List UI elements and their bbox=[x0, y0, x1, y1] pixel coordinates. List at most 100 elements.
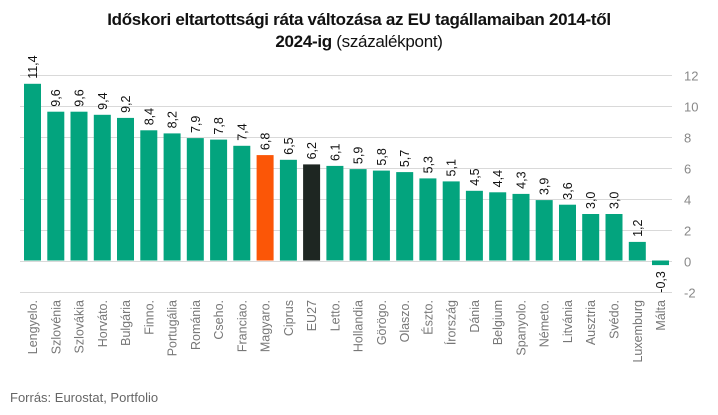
value-label: 3,0 bbox=[584, 192, 598, 209]
chart-title-unit: (százalékpont) bbox=[331, 32, 443, 51]
value-label: 9,6 bbox=[73, 89, 87, 106]
chart-title: Időskori eltartottsági ráta változása az… bbox=[0, 9, 718, 53]
y-tick-label: 8 bbox=[684, 131, 691, 146]
value-label: 3,6 bbox=[561, 182, 575, 199]
value-label: 5,7 bbox=[398, 150, 412, 167]
value-label: 4,3 bbox=[514, 171, 528, 188]
value-label: 5,3 bbox=[421, 156, 435, 173]
bar-portugália bbox=[163, 133, 181, 261]
y-tick-label: 10 bbox=[684, 100, 698, 115]
bar-ausztria bbox=[582, 214, 600, 261]
bar-írország bbox=[442, 181, 460, 261]
bar-görögo bbox=[372, 170, 390, 261]
value-label: 3,0 bbox=[608, 192, 622, 209]
x-tick-label: Horváto. bbox=[96, 300, 110, 347]
bar-málta bbox=[652, 260, 669, 266]
x-tick-label: Belgium bbox=[491, 300, 505, 345]
x-tick-label: Lengyelo. bbox=[26, 300, 40, 354]
x-tick-label: Málta bbox=[654, 300, 668, 331]
value-label: 5,8 bbox=[375, 148, 389, 165]
bar-litvánia bbox=[559, 204, 576, 261]
value-label: 6,2 bbox=[305, 142, 319, 159]
bar-magyaro bbox=[256, 155, 274, 261]
x-axis: Lengyelo. Szlovénia Szlovákia Horváto. Bulgá… bbox=[26, 300, 668, 363]
bar-szlovénia bbox=[47, 111, 65, 261]
value-label: 9,6 bbox=[49, 89, 63, 106]
x-tick-label: Írország bbox=[444, 300, 459, 345]
x-tick-label: Észto. bbox=[420, 300, 435, 335]
bar-cseho bbox=[210, 139, 228, 261]
bar-bulgária bbox=[117, 117, 134, 261]
bar-letto bbox=[326, 165, 344, 261]
bar-észto bbox=[419, 178, 437, 261]
x-tick-label: Dánia bbox=[468, 300, 482, 333]
x-tick-label: Svédo. bbox=[608, 300, 622, 339]
source-note: Forrás: Eurostat, Portfolio bbox=[10, 390, 159, 405]
bar-luxemburg bbox=[628, 241, 646, 261]
x-tick-label: Cseho. bbox=[212, 300, 226, 340]
y-tick-label: 4 bbox=[684, 193, 691, 208]
y-tick-label: 12 bbox=[684, 69, 698, 84]
bar-lengyelo bbox=[24, 83, 41, 261]
value-label: 4,5 bbox=[468, 168, 482, 185]
value-label: 6,8 bbox=[259, 133, 273, 150]
x-tick-label: Franciao. bbox=[235, 300, 249, 352]
x-tick-label: Litvánia bbox=[561, 300, 575, 343]
x-tick-label: Szlovénia bbox=[49, 300, 63, 354]
value-label: 8,4 bbox=[142, 108, 156, 125]
bar-franciao bbox=[233, 145, 251, 261]
x-tick-label: Ausztria bbox=[584, 300, 598, 345]
x-tick-label: Ciprus bbox=[282, 300, 296, 336]
bar-németo bbox=[535, 200, 553, 261]
y-tick-label: 6 bbox=[684, 162, 691, 177]
value-label: 6,1 bbox=[328, 144, 342, 161]
y-axis: 12 10 8 6 4 2 0 -2 bbox=[684, 69, 698, 301]
bar-horváto bbox=[93, 114, 111, 261]
chart-title-main: Időskori eltartottsági ráta változása az… bbox=[107, 10, 611, 29]
value-label: 7,4 bbox=[235, 123, 249, 140]
value-label: 4,4 bbox=[491, 170, 505, 187]
x-tick-label: Letto. bbox=[328, 300, 342, 331]
bar-hollandia bbox=[349, 169, 367, 261]
value-label: 9,4 bbox=[96, 92, 110, 109]
x-tick-label: Szlovákia bbox=[73, 300, 87, 354]
x-tick-label: Luxemburg bbox=[631, 300, 645, 363]
x-tick-label: Magyaro. bbox=[259, 300, 273, 352]
x-tick-label: Finno. bbox=[142, 300, 156, 335]
y-tick-label: -2 bbox=[684, 286, 696, 301]
x-tick-label: Spanyolo. bbox=[514, 300, 528, 356]
x-tick-label: Olaszo. bbox=[398, 300, 412, 342]
value-label: 6,5 bbox=[282, 137, 296, 154]
value-label: 7,9 bbox=[189, 116, 203, 133]
value-label: 9,2 bbox=[119, 95, 133, 112]
value-label: 5,1 bbox=[445, 159, 459, 176]
x-tick-label: Románia bbox=[189, 300, 203, 350]
bar-belgium bbox=[489, 192, 507, 261]
value-label: 5,9 bbox=[352, 147, 366, 164]
x-tick-label: EU27 bbox=[305, 300, 319, 331]
value-label: 7,8 bbox=[212, 117, 226, 134]
x-tick-label: Görögo. bbox=[375, 300, 389, 345]
x-tick-label: Bulgária bbox=[119, 300, 133, 346]
chart-title-line2: 2024-ig bbox=[275, 32, 332, 51]
value-labels: 11,4 9,6 9,6 9,4 9,2 8,4 8,2 7,9 7,8 7,4 6,8 6,5 6,2… bbox=[26, 55, 668, 292]
bar-spanyolo bbox=[512, 193, 530, 261]
y-tick-label: 2 bbox=[684, 224, 691, 239]
bar-olaszo bbox=[396, 172, 414, 261]
value-label: 1,2 bbox=[631, 219, 645, 236]
bar-románia bbox=[186, 138, 204, 261]
bar-dánia bbox=[465, 190, 483, 261]
y-tick-label: 0 bbox=[684, 255, 691, 270]
x-tick-label: Portugália bbox=[166, 300, 180, 356]
bar-finno bbox=[140, 130, 158, 261]
value-label: -0,3 bbox=[654, 271, 668, 293]
value-label: 3,9 bbox=[538, 178, 552, 195]
bar-ciprus bbox=[279, 159, 297, 261]
bar-szlovákia bbox=[70, 111, 88, 261]
value-label: 11,4 bbox=[26, 55, 40, 78]
x-tick-label: Hollandia bbox=[352, 300, 366, 352]
bars bbox=[24, 83, 669, 266]
bar-svédo bbox=[605, 214, 623, 261]
x-tick-label: Németo. bbox=[538, 300, 552, 347]
